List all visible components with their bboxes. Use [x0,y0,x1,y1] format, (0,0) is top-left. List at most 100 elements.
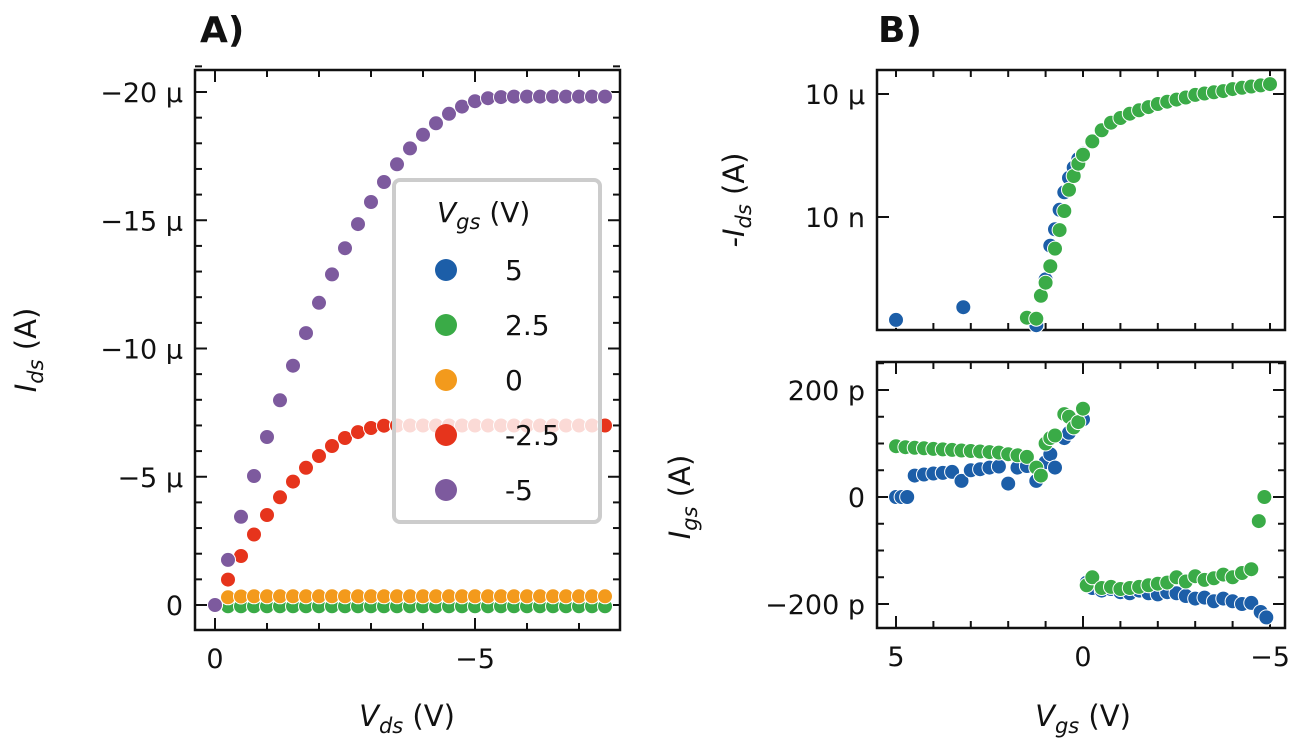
data-point-vgs--5 [428,115,444,132]
data-point-vgs--5 [363,194,379,210]
panel-b-gate-leakage: 5 0 −5 200 p 0 −200 p Vgs (V) Igs (A) [663,360,1290,738]
legend-marker-vgs-0 [435,369,457,391]
data-point-vgs--5 [467,93,483,110]
label-subscript: gs [1055,714,1079,738]
legend-entry-label: 2.5 [505,309,550,342]
data-point-vgs-2.5 [1075,400,1091,417]
legend-title-symbol: V [437,196,458,229]
y-tick-label: −200 p [765,590,865,621]
label-symbol: I [663,531,697,540]
label-symbol: I [9,384,43,393]
label-subscript: gs [678,506,702,530]
y-tick-label: 200 p [788,376,865,407]
legend-entry-label: -2.5 [505,419,560,452]
label-subscript: ds [732,204,756,228]
data-point-vgs-2.5 [1084,569,1101,586]
data-point-vgs--5 [285,357,301,374]
data-point-vgs-2.5 [1250,513,1267,530]
data-point-vgs-2.5 [1070,414,1087,431]
legend-title-unit: (V) [480,196,530,229]
x-axis-label: Vds (V) [359,699,455,738]
data-point-vgs--2.5 [311,448,327,464]
legend: Vgs (V) 5 2.5 0 -2.5 -5 [392,178,602,524]
data-point-vgs-2.5 [1256,489,1273,505]
data-point-vgs--5 [337,240,353,257]
y-tick-label: −10 µ [100,335,183,366]
data-point-vgs--2.5 [246,526,262,543]
data-point-vgs--5 [246,468,262,484]
y-tick-label: 0 [848,483,865,514]
label-subscript: ds [379,714,403,738]
label-unit: (A) [663,455,697,507]
axes-frame [875,68,1287,332]
data-point-vgs--2.5 [259,507,275,523]
axes-frame [875,360,1287,630]
y-tick-label: 0 [166,591,183,622]
data-point-vgs--5 [376,174,392,190]
data-point-vgs-5 [953,472,970,489]
x-tick-label: −5 [455,644,495,675]
legend-box [392,178,602,524]
data-point-vgs-2.5 [1028,310,1045,327]
label-unit: (A) [717,153,751,205]
y-axis-label: -Ids (A) [717,153,756,248]
data-point-vgs-2.5 [1047,427,1063,444]
data-point-vgs-5 [1000,475,1017,492]
legend-entry-label: -5 [505,474,533,507]
data-point-vgs--2.5 [298,459,314,476]
data-point-vgs--5 [311,294,327,311]
data-point-vgs-2.5 [1032,467,1049,484]
data-point-vgs--2.5 [272,489,288,506]
data-point-vgs--5 [597,88,613,105]
data-point-vgs-2.5 [1018,448,1035,465]
y-axis-label: Igs (A) [663,455,702,540]
panel-label-b: B) [878,10,922,51]
y-tick-label: −15 µ [100,206,183,237]
data-point-vgs--2.5 [324,438,340,454]
data-point-vgs--5 [233,508,249,525]
data-point-vgs--5 [415,126,431,143]
data-point-vgs-5 [990,458,1007,475]
data-point-vgs--5 [298,325,314,342]
y-axis-label: Ids (A) [9,308,48,393]
label-symbol: V [1035,699,1057,733]
y-tick-label: −5 µ [117,463,183,494]
data-point-vgs-5 [955,299,972,316]
data-point-vgs-2.5 [1042,258,1059,275]
x-tick-label: 0 [206,644,223,675]
data-point-vgs--5 [441,105,457,122]
data-point-vgs-2.5 [1037,274,1054,291]
legend-marker-vgs--5 [435,479,457,501]
legend-title-subscript: gs [456,210,480,234]
data-point-vgs-2.5 [1056,203,1073,219]
y-tick-label: −20 µ [100,78,183,109]
y-tick-label: 10 n [805,203,865,234]
data-point-vgs--5 [259,429,275,445]
panel-label-a: A) [200,10,244,51]
data-point-vgs-5 [1047,459,1063,476]
legend-marker-vgs-5 [435,259,457,281]
y-tick-label: 10 µ [805,80,865,111]
data-point-vgs-5 [1258,609,1275,626]
x-tick-label: 5 [887,642,904,673]
data-point-vgs--5 [389,156,405,173]
label-symbol: V [359,699,381,733]
data-point-vgs-2.5 [1051,222,1068,239]
label-unit: (A) [9,308,43,360]
label-subscript: ds [24,359,48,383]
data-point-vgs--5 [272,392,288,409]
legend-entry-label: 0 [505,364,523,397]
data-point-vgs-2.5 [1243,561,1260,578]
data-point-vgs-5 [888,311,904,328]
data-point-vgs-0 [597,588,613,605]
data-point-vgs--2.5 [220,571,236,588]
panel-a-output-characteristics: 0 −5 0 −5 µ −10 µ −15 µ −20 µ Vds (V) Ids (A) Vgs… [9,65,622,738]
legend-entry-label: 5 [505,254,523,287]
data-point-vgs-5 [899,489,916,505]
label-symbol: -I [717,228,751,247]
data-point-vgs--5 [207,597,223,613]
x-tick-label: −5 [1250,642,1290,673]
panel-b-transfer-log: 10 µ 10 n -Ids (A) [717,68,1287,334]
data-point-vgs-2.5 [1262,76,1278,93]
